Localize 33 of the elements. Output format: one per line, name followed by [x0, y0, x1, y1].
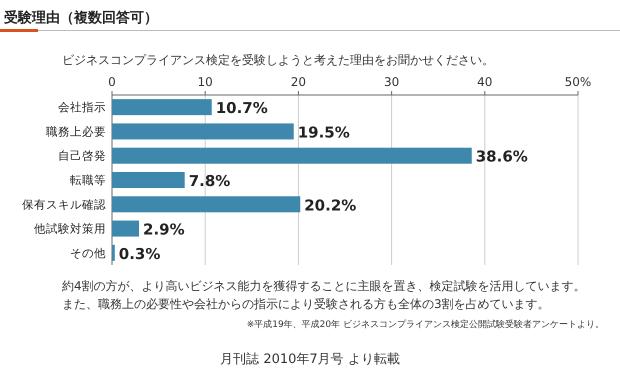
data-label: 19.5% — [298, 123, 350, 142]
y-tick-label: 職務上必要 — [46, 124, 106, 138]
x-tick-label: 40 — [477, 75, 492, 89]
text: ※平成19年、平成20年 ビジネスコンプライアンス検定公開試験受験者アンケートより。 — [246, 319, 604, 330]
text: 月刊誌 2010年7月号 より転載 — [220, 352, 400, 367]
y-tick-label: その他 — [70, 246, 106, 260]
text: また、職務上の必要性や会社からの指示により受験される方も全体の3割を占めています。 — [62, 297, 550, 311]
bar — [112, 172, 185, 188]
y-tick-label: 転職等 — [70, 173, 106, 187]
data-label: 20.2% — [304, 196, 356, 214]
data-label: 0.3% — [118, 244, 160, 263]
y-tick-label: 会社指示 — [58, 100, 106, 114]
x-tick-label: 20 — [290, 75, 306, 89]
bar — [112, 244, 115, 261]
bar — [112, 99, 212, 116]
x-tick-label: 30 — [384, 75, 400, 89]
x-tick-label: 0 — [108, 75, 116, 89]
x-tick-label: 50% — [564, 75, 592, 89]
text: 約4割の方が、より高いビジネス能力を獲得することに主眼を置き、検定試験を活用しています。 — [62, 279, 586, 293]
y-tick-label: 自己啓発 — [58, 148, 106, 163]
data-label: 2.9% — [143, 220, 185, 239]
y-tick-label: 他試験対策用 — [34, 222, 106, 236]
data-label: 10.7% — [216, 99, 268, 118]
data-label: 38.6% — [476, 148, 528, 166]
chart-subtitle: ビジネスコンプライアンス検定を受験しようと考えた理由をお聞かせください。 — [62, 53, 494, 67]
bar — [112, 196, 300, 212]
data-label: 7.8% — [188, 172, 230, 190]
bar — [112, 123, 294, 140]
x-tick-label: 10 — [198, 75, 213, 89]
chart-title: 受験理由（複数回答可） — [3, 9, 158, 26]
bar — [112, 220, 140, 237]
y-tick-label: 保有スキル確認 — [22, 197, 106, 212]
bar — [112, 148, 472, 164]
